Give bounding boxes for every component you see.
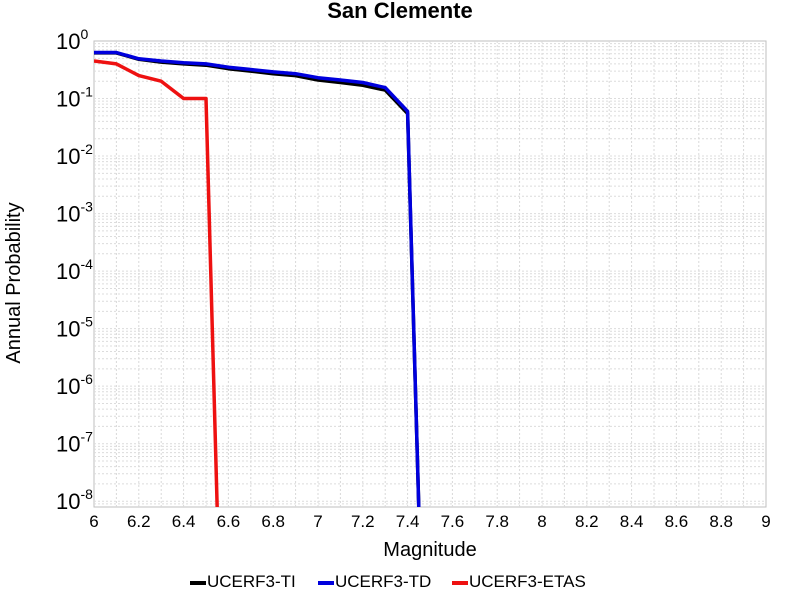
x-tick-label: 6.2: [127, 512, 151, 531]
x-tick-label: 9: [761, 512, 770, 531]
x-tick-label: 6.8: [261, 512, 285, 531]
x-axis-label: Magnitude: [383, 539, 476, 561]
x-tick-label: 6.4: [172, 512, 196, 531]
x-tick-label: 8.8: [709, 512, 733, 531]
y-axis-ticks: 100 10-1 10-2 10-3 10-4 10-5 10-6 10-7 10-8: [56, 26, 93, 514]
series-line-ucerf3-etas: [94, 59, 219, 507]
x-tick-label: 7.4: [396, 512, 420, 531]
legend-label-ucerf3-etas: UCERF3-ETAS: [469, 572, 586, 591]
y-tick-label: 10-2: [56, 141, 93, 169]
grid: [94, 41, 766, 507]
series-lines: [94, 50, 421, 507]
x-tick-label: 6.6: [217, 512, 241, 531]
x-tick-label: 8: [537, 512, 546, 531]
x-tick-label: 6: [89, 512, 98, 531]
y-tick-label: 100: [56, 26, 88, 54]
y-tick-label: 10-6: [56, 371, 93, 399]
legend-label-ucerf3-ti: UCERF3-TI: [207, 572, 296, 591]
x-axis-ticks: 6 6.2 6.4 6.6 6.8 7 7.2 7.4 7.6 7.8 8 8.2 8.4 8.6 8.8 9: [89, 512, 770, 531]
legend-label-ucerf3-td: UCERF3-TD: [335, 572, 431, 591]
y-tick-label: 10-1: [56, 84, 93, 112]
legend: UCERF3-TI UCERF3-TD UCERF3-ETAS: [190, 572, 586, 591]
x-tick-label: 8.2: [575, 512, 599, 531]
x-tick-label: 7.6: [441, 512, 465, 531]
chart-title: San Clemente: [327, 0, 473, 23]
y-tick-label: 10-4: [56, 256, 93, 284]
x-tick-label: 7.8: [485, 512, 509, 531]
x-tick-label: 8.4: [620, 512, 644, 531]
y-tick-label: 10-5: [56, 314, 93, 342]
series-line-ucerf3-td: [94, 50, 421, 507]
y-tick-label: 10-3: [56, 199, 93, 227]
y-tick-label: 10-8: [56, 486, 93, 514]
x-tick-label: 7.2: [351, 512, 375, 531]
y-axis-label: Annual Probability: [3, 202, 25, 363]
x-tick-label: 7: [313, 512, 322, 531]
x-tick-label: 8.6: [665, 512, 689, 531]
y-tick-label: 10-7: [56, 429, 93, 457]
